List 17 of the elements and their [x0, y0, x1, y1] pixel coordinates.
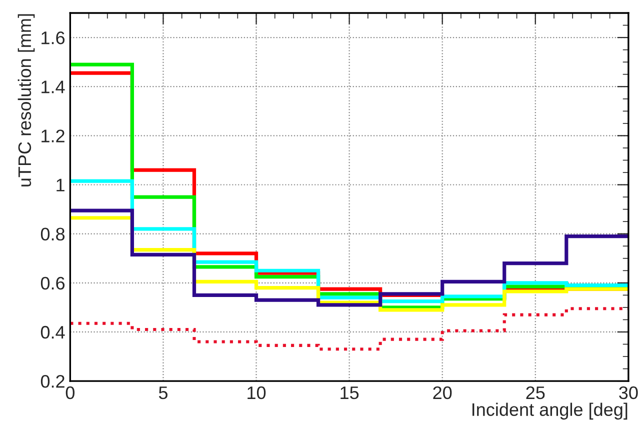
x-tick-label: 0	[66, 386, 74, 400]
y-tick-label: 1.2	[42, 130, 64, 142]
y-tick-label: 0.4	[40, 326, 65, 339]
x-axis-title: Incident angle [deg]	[472, 402, 628, 420]
y-tick-label: 0.6	[40, 276, 65, 290]
y-tick-label: 0.2	[40, 374, 64, 388]
x-tick-label: 30	[619, 386, 638, 400]
x-tick-label: 10	[248, 386, 266, 400]
x-tick-label: 5	[158, 386, 168, 400]
x-tick-label: 25	[526, 386, 545, 400]
x-tick-label: 15	[340, 386, 359, 400]
x-tick-label: 20	[433, 386, 452, 400]
y-tick-label: 1.4	[42, 80, 65, 94]
y-tick-label: 1.6	[42, 31, 65, 44]
y-tick-label: 0.8	[40, 228, 65, 241]
y-tick-label: 1	[56, 178, 64, 192]
y-axis-title: uTPC resolution [mm]	[18, 14, 35, 186]
